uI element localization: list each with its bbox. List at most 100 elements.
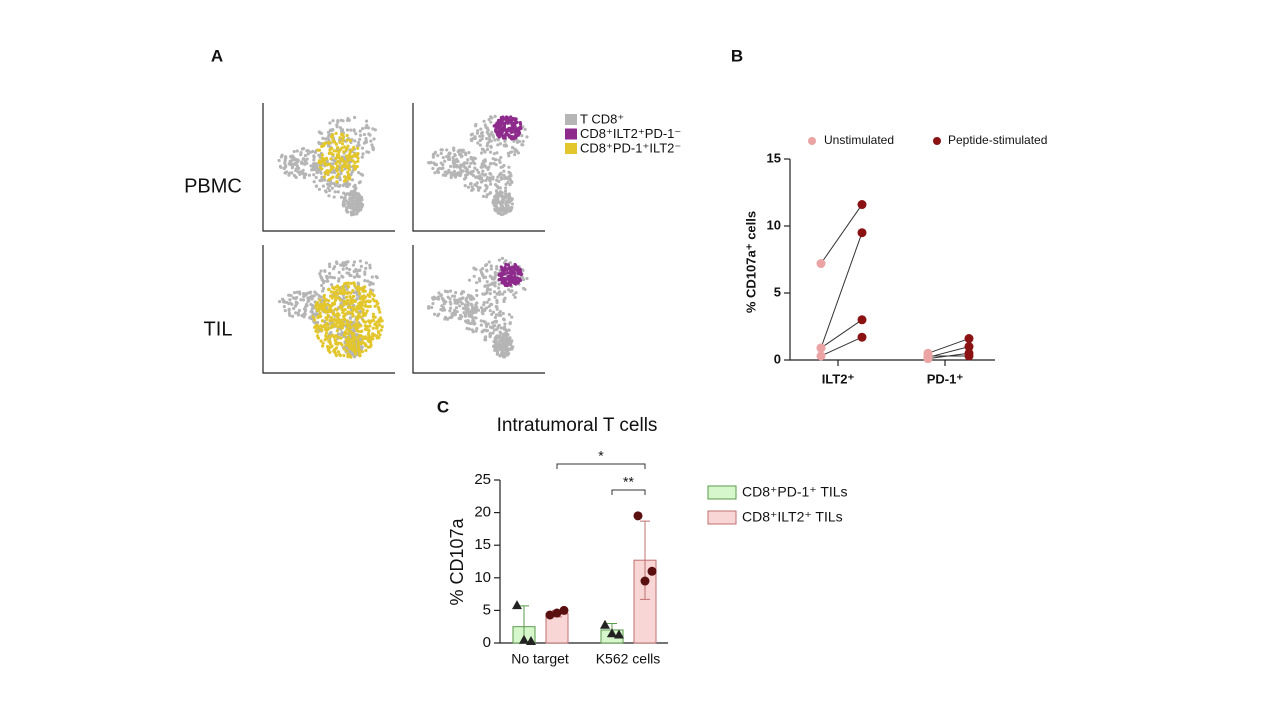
umap-dot	[368, 263, 372, 267]
umap-dot	[494, 342, 498, 346]
umap-dot	[509, 174, 513, 178]
umap-dot	[361, 308, 365, 313]
umap-dot	[295, 164, 300, 168]
umap-dot	[334, 131, 338, 135]
umap-dot	[483, 189, 487, 193]
umap-dot	[358, 133, 363, 137]
umap-dot	[510, 315, 514, 319]
umap-dot	[340, 168, 344, 172]
umap-dot	[368, 289, 373, 293]
umap-dot	[292, 291, 297, 295]
umap-dot	[452, 294, 457, 298]
dot	[816, 343, 826, 353]
umap-dot	[508, 261, 512, 265]
umap-dot	[508, 198, 512, 202]
umap-dot	[469, 321, 473, 326]
umap-dot	[486, 286, 490, 291]
umap-dot	[515, 149, 519, 153]
umap-dot	[503, 277, 507, 282]
y-tick-label: 20	[474, 504, 491, 521]
umap-dot	[339, 318, 343, 322]
umap-dot	[353, 283, 357, 288]
umap-dot	[431, 166, 435, 171]
umap-dot	[355, 197, 359, 201]
umap-dot	[495, 327, 499, 331]
umap-dot	[319, 307, 324, 311]
umap-dot	[297, 308, 301, 313]
umap-dot	[483, 307, 487, 311]
umap-dot	[345, 266, 349, 270]
umap-dot	[336, 190, 340, 194]
umap-dot	[360, 173, 365, 177]
umap-dot	[344, 338, 348, 342]
umap-dot	[504, 259, 508, 263]
umap-dot	[326, 288, 331, 292]
umap-dot	[476, 308, 481, 312]
legend-label: CD8⁺ILT2⁺ TILs	[742, 509, 843, 525]
umap-dot	[494, 320, 498, 324]
umap-dot	[330, 308, 334, 313]
umap-dot	[290, 154, 295, 158]
umap-dot	[346, 332, 350, 336]
umap-dot	[352, 128, 356, 132]
umap-dot	[349, 281, 353, 286]
umap-dot	[498, 142, 502, 146]
umap-dot	[507, 120, 512, 124]
umap-dot	[370, 275, 374, 279]
umap-dot	[366, 126, 371, 130]
umap-dot	[323, 137, 328, 141]
umap-dot	[364, 348, 368, 353]
umap-dot	[502, 333, 506, 337]
umap-dot	[308, 291, 312, 295]
umap-dot	[481, 169, 485, 173]
umap-dot	[501, 134, 505, 139]
umap-dot	[489, 144, 493, 148]
umap-dot	[355, 325, 359, 329]
umap-dot	[319, 269, 323, 273]
umap-dot	[345, 138, 349, 142]
umap-dot	[492, 198, 496, 202]
umap-dot	[507, 177, 512, 182]
umap-dot	[492, 323, 497, 328]
umap-dot	[346, 158, 350, 162]
umap-dot	[315, 300, 319, 305]
umap-dot	[441, 166, 445, 170]
umap-dot	[328, 141, 332, 145]
umap-dot	[479, 151, 484, 155]
umap-dot	[502, 144, 507, 148]
umap-dot	[500, 129, 505, 133]
umap-dot	[470, 132, 475, 136]
umap-dot	[485, 136, 489, 141]
umap-dot	[296, 311, 300, 315]
umap-dot	[304, 292, 308, 296]
umap-dot	[493, 195, 498, 199]
umap-dot	[328, 294, 333, 298]
umap-dot	[484, 195, 489, 199]
umap-dot	[489, 264, 493, 268]
umap-dot	[497, 186, 501, 190]
umap-dot	[352, 164, 357, 168]
umap-dot	[372, 333, 376, 337]
umap-dot	[491, 157, 495, 161]
umap-dot	[478, 279, 482, 283]
umap-dot	[471, 318, 475, 323]
umap-dot	[490, 116, 494, 120]
dot	[816, 351, 826, 361]
umap-dot	[439, 148, 443, 152]
umap-dot	[498, 334, 502, 338]
umap-dot	[355, 328, 359, 333]
umap-dot	[432, 152, 436, 156]
umap-dot	[327, 178, 331, 182]
x-tick-label: No target	[511, 651, 569, 667]
umap-dot	[369, 139, 373, 143]
umap-dot	[458, 149, 462, 153]
umap-dot	[336, 172, 340, 176]
umap-dot	[341, 202, 346, 206]
umap-dot	[471, 296, 475, 300]
panel-label: B	[731, 46, 743, 65]
point	[526, 636, 536, 646]
umap-dot	[305, 157, 309, 161]
umap-dot	[361, 313, 366, 317]
umap-dot	[448, 151, 452, 156]
point	[614, 629, 624, 639]
